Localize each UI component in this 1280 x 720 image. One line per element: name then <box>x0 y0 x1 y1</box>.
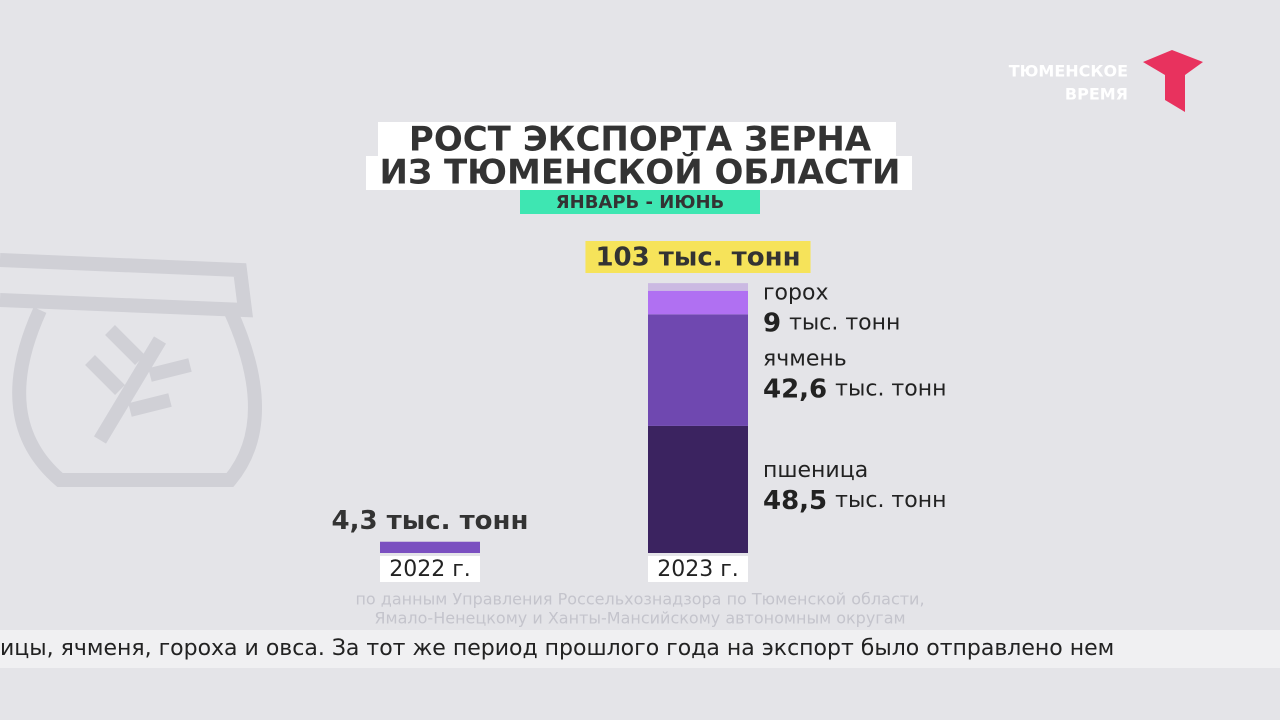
value-unit: тыс. тонн <box>835 376 946 401</box>
legend-label: горох <box>763 281 828 306</box>
subtitle-bg <box>520 190 760 214</box>
ticker: ицы, ячменя, гороха и овса. За тот же пе… <box>0 636 1114 661</box>
logo-text: ТЮМЕНСКОЕ <box>1009 62 1128 81</box>
logo-mark <box>1143 50 1203 112</box>
bar-segment <box>648 314 748 426</box>
chart-title: РОСТ ЭКСПОРТА ЗЕРНА <box>409 120 872 160</box>
total-label-bg <box>585 241 811 273</box>
bar-segment <box>648 290 748 315</box>
subtitle: ЯНВАРЬ - ИЮНЬ <box>556 192 724 213</box>
bar <box>380 541 480 553</box>
value-number: 9 <box>763 308 781 338</box>
total-label: 4,3 тыс. тонн <box>332 506 529 536</box>
value-label: 42,6 тыс. тонн <box>763 374 946 404</box>
logo: ТЮМЕНСКОЕ ВРЕМЯ <box>1009 50 1203 112</box>
source: по данным Управления Россельхознадзора п… <box>355 590 924 609</box>
bar-segment <box>648 425 748 553</box>
legend-label: ячмень <box>763 346 847 371</box>
bag-icon <box>0 253 262 487</box>
category-bg <box>648 556 748 582</box>
value-label: 48,5 тыс. тонн <box>763 485 946 515</box>
x-tick-label: 2023 г. <box>657 557 739 582</box>
source: Ямало-Ненецкому и Ханты-Мансийскому авто… <box>374 609 905 628</box>
category-bg <box>380 556 480 582</box>
ticker-bg <box>0 630 1280 668</box>
logo-text: ВРЕМЯ <box>1065 85 1128 104</box>
title-bg <box>366 156 912 190</box>
value-unit: тыс. тонн <box>835 488 946 513</box>
title-bg <box>378 122 896 156</box>
value-unit: тыс. тонн <box>789 311 900 336</box>
value-number: 42,6 <box>763 374 827 404</box>
total-label: 103 тыс. тонн <box>595 243 800 273</box>
bar-segment <box>648 283 748 291</box>
value-label: 9 тыс. тонн <box>763 308 900 338</box>
chart-title: ИЗ ТЮМЕНСКОЙ ОБЛАСТИ <box>380 152 901 193</box>
x-tick-label: 2022 г. <box>389 557 471 582</box>
value-number: 48,5 <box>763 485 827 515</box>
legend-label: пшеница <box>763 458 868 483</box>
